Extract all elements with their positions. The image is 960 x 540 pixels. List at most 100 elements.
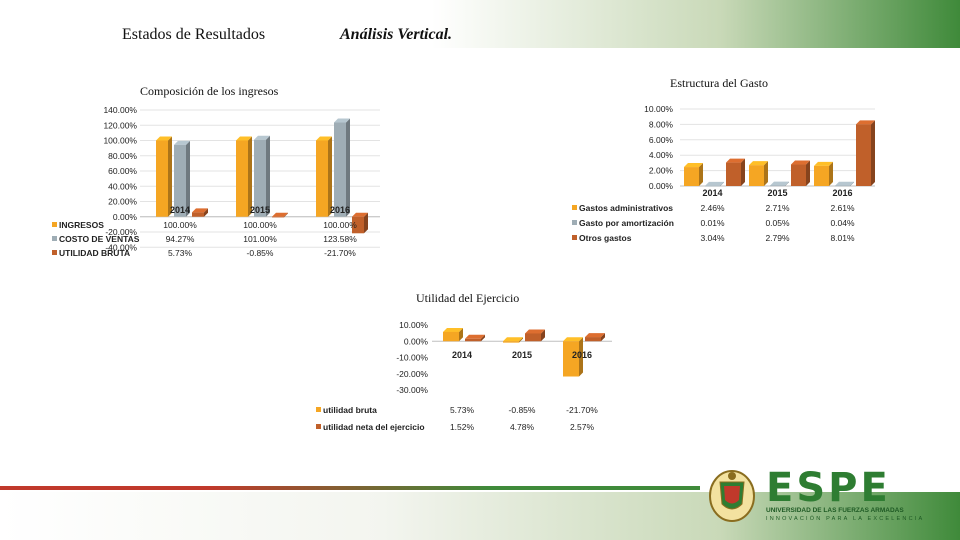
ingresos-data-label: -21.70% [324,248,356,258]
ingresos-legend-label-costo-de-ventas: COSTO DE VENTAS [59,234,140,244]
ingresos-bar-utilidad-bruta-2016-top [352,212,368,217]
utilidad-ytick-label: 0.00% [404,336,429,346]
ingresos-bar-utilidad-bruta-2014 [192,212,204,217]
gasto-legend-label-gasto-por-amortizacion: Gasto por amortización [579,218,674,228]
ingresos-ytick-label: -40.00% [105,242,137,252]
ingresos-bar-costo-de-ventas-2014 [174,144,186,217]
ingresos-bar-ingresos-2015 [236,140,248,217]
utilidad-bar-utilidad-bruta-2015-side [519,337,523,343]
gasto-bar-gastos-administrativos-2016 [814,165,829,186]
university-name: UNIVERSIDAD DE LAS FUERZAS ARMADAS [766,507,904,514]
gasto-bar-otros-gastos-2016-side [871,120,875,186]
gasto-category-label: 2016 [832,188,852,198]
ingresos-bar-utilidad-bruta-2015-top [272,212,288,217]
gasto-bar-otros-gastos-2014-side [741,158,745,186]
ingresos-bar-ingresos-2014 [156,140,168,217]
gasto-bar-gasto-por-amortizacion-2014-top [705,181,724,186]
ingresos-category-label: 2014 [170,205,190,215]
gasto-ytick-label: 6.00% [649,135,674,145]
utilidad-data-label: -0.85% [509,405,536,415]
gasto-ytick-label: 4.00% [649,150,674,160]
gasto-bar-otros-gastos-2015-side [806,160,810,186]
espe-logo: ESPE UNIVERSIDAD DE LAS FUERZAS ARMADAS … [700,466,950,526]
ingresos-legend-label-utilidad-bruta: UTILIDAD BRUTA [59,248,130,258]
footer-band [0,492,960,540]
ingresos-bar-ingresos-2015-top [236,136,252,141]
utilidad-legend-label-utilidad-neta-del-ejercicio: utilidad neta del ejercicio [323,422,425,432]
gasto-bar-gastos-administrativos-2014-top [684,163,703,168]
chart-utilidad-title: Utilidad del Ejercicio [416,291,520,305]
ingresos-bar-costo-de-ventas-2015-side [266,135,270,217]
gasto-bar-gasto-por-amortizacion-2015-top [770,181,789,186]
gasto-bar-gastos-administrativos-2016-side [829,161,833,186]
ingresos-bar-utilidad-bruta-2014-side [204,208,208,217]
ingresos-ytick-label: 60.00% [108,166,137,176]
ingresos-bar-utilidad-bruta-2016-side [364,212,368,234]
gasto-ytick-label: 0.00% [649,181,674,191]
gasto-data-label: 2.46% [700,203,725,213]
ingresos-category-label: 2016 [330,205,350,215]
utilidad-legend-label-utilidad-bruta: utilidad bruta [323,405,377,415]
university-seal-icon [709,470,755,522]
ingresos-bar-ingresos-2014-top [156,136,172,141]
utilidad-bar-utilidad-neta-del-ejercicio-2016 [585,337,601,342]
ingresos-bar-costo-de-ventas-2016-side [346,118,350,217]
utilidad-bar-utilidad-neta-del-ejercicio-2015-side [541,329,545,342]
gasto-bar-gastos-administrativos-2015-side [764,161,768,186]
utilidad-category-label: 2014 [452,350,472,360]
utilidad-data-label: -21.70% [566,405,598,415]
utilidad-ytick-label: -30.00% [396,385,428,395]
ingresos-data-label: -0.85% [247,248,274,258]
utilidad-bar-utilidad-bruta-2014-top [443,327,463,332]
utilidad-ytick-label: -10.00% [396,353,428,363]
ingresos-data-label: 5.73% [168,248,193,258]
university-motto: INNOVACIÓN PARA LA EXCELENCIA [766,516,925,522]
header-band [0,0,960,48]
gasto-bar-gasto-por-amortizacion-2016-top [835,181,854,186]
gasto-bar-otros-gastos-2014 [726,162,741,186]
ingresos-ytick-label: 0.00% [113,212,138,222]
utilidad-bar-utilidad-bruta-2014 [443,331,459,342]
ingresos-ytick-label: 100.00% [103,136,137,146]
gasto-legend-swatch-gastos-administrativos [572,205,577,210]
gasto-category-label: 2014 [702,188,722,198]
gasto-bar-gastos-administrativos-2014 [684,167,699,186]
utilidad-legend-swatch-utilidad-bruta [316,407,321,412]
utilidad-bar-utilidad-neta-del-ejercicio-2015 [525,333,541,342]
utilidad-bar-utilidad-neta-del-ejercicio-2015-top [525,329,545,334]
gasto-data-label: 0.01% [700,218,725,228]
gasto-bar-gastos-administrativos-2014-side [699,163,703,186]
utilidad-bar-utilidad-bruta-2016 [563,341,579,377]
ingresos-bar-ingresos-2016-top [316,136,332,141]
ingresos-data-label: 100.00% [323,220,357,230]
gasto-bar-gasto-por-amortizacion-2016-side [850,181,854,187]
ingresos-bar-costo-de-ventas-2015 [254,139,266,217]
ingresos-category-label: 2015 [250,205,270,215]
ingresos-data-label: 94.27% [166,234,195,244]
gasto-data-label: 2.61% [830,203,855,213]
utilidad-bar-utilidad-bruta-2014-side [459,327,463,342]
utilidad-bar-utilidad-neta-del-ejercicio-2014-side [481,334,485,342]
ingresos-legend-swatch-ingresos [52,222,57,227]
gasto-data-label: 2.71% [765,203,790,213]
ingresos-bar-ingresos-2016-side [328,136,332,217]
gasto-data-label: 2.79% [765,233,790,243]
utilidad-bar-utilidad-neta-del-ejercicio-2014-top [465,334,485,339]
utilidad-bar-utilidad-neta-del-ejercicio-2014 [465,338,481,342]
gasto-bar-gastos-administrativos-2015-top [749,161,768,166]
ingresos-bar-utilidad-bruta-2015-side [284,212,288,218]
ingresos-bar-costo-de-ventas-2014-top [174,140,190,145]
gasto-data-label: 8.01% [830,233,855,243]
gasto-legend-label-otros-gastos: Otros gastos [579,233,632,243]
ingresos-bar-costo-de-ventas-2015-top [254,135,270,140]
gasto-category-label: 2015 [767,188,787,198]
ingresos-legend-label-ingresos: INGRESOS [59,220,104,230]
ingresos-ytick-label: 80.00% [108,151,137,161]
header-left-title: Estados de Resultados [122,26,266,43]
ingresos-legend-swatch-costo-de-ventas [52,236,57,241]
ingresos-bar-ingresos-2016 [316,140,328,217]
ingresos-data-label: 101.00% [243,234,277,244]
ingresos-bar-costo-de-ventas-2014-side [186,140,190,217]
utilidad-category-label: 2016 [572,350,592,360]
